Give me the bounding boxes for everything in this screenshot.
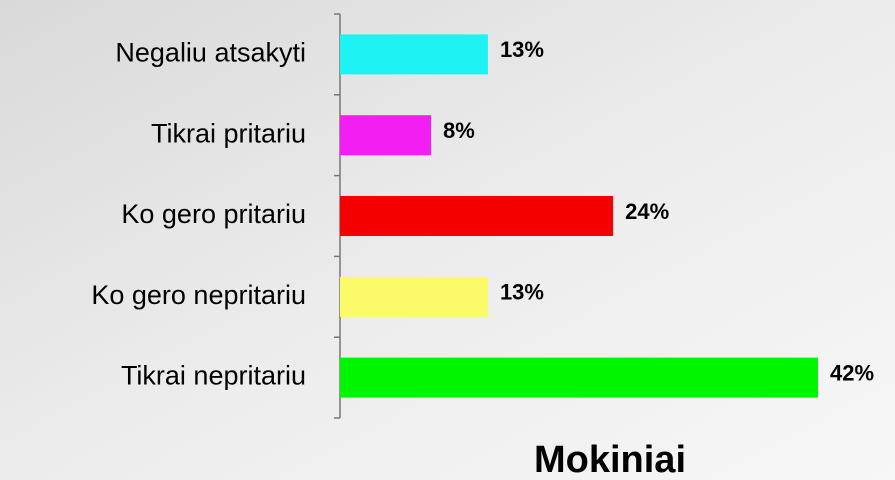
value-label: 13%: [500, 37, 544, 62]
bar: [340, 34, 488, 74]
value-label: 24%: [625, 199, 669, 224]
chart: Mokiniai Negaliu atsakyti 13% Tikrai prita…: [0, 0, 895, 480]
category-label: Ko gero nepritariu: [91, 280, 306, 310]
value-label: 42%: [830, 360, 874, 385]
category-label: Ko gero pritariu: [121, 199, 306, 229]
value-label: 8%: [443, 118, 475, 143]
value-label: 13%: [500, 280, 544, 305]
category-label: Tikrai pritariu: [151, 118, 306, 148]
category-label: Tikrai nepritariu: [121, 361, 306, 391]
category-label: Negaliu atsakyti: [115, 38, 306, 68]
chart-title: Mokiniai: [534, 439, 686, 480]
bar: [340, 358, 818, 398]
bar: [340, 196, 613, 236]
page: Mokiniai Negaliu atsakyti 13% Tikrai prita…: [0, 0, 895, 480]
bar: [340, 277, 488, 317]
bar: [340, 115, 431, 155]
